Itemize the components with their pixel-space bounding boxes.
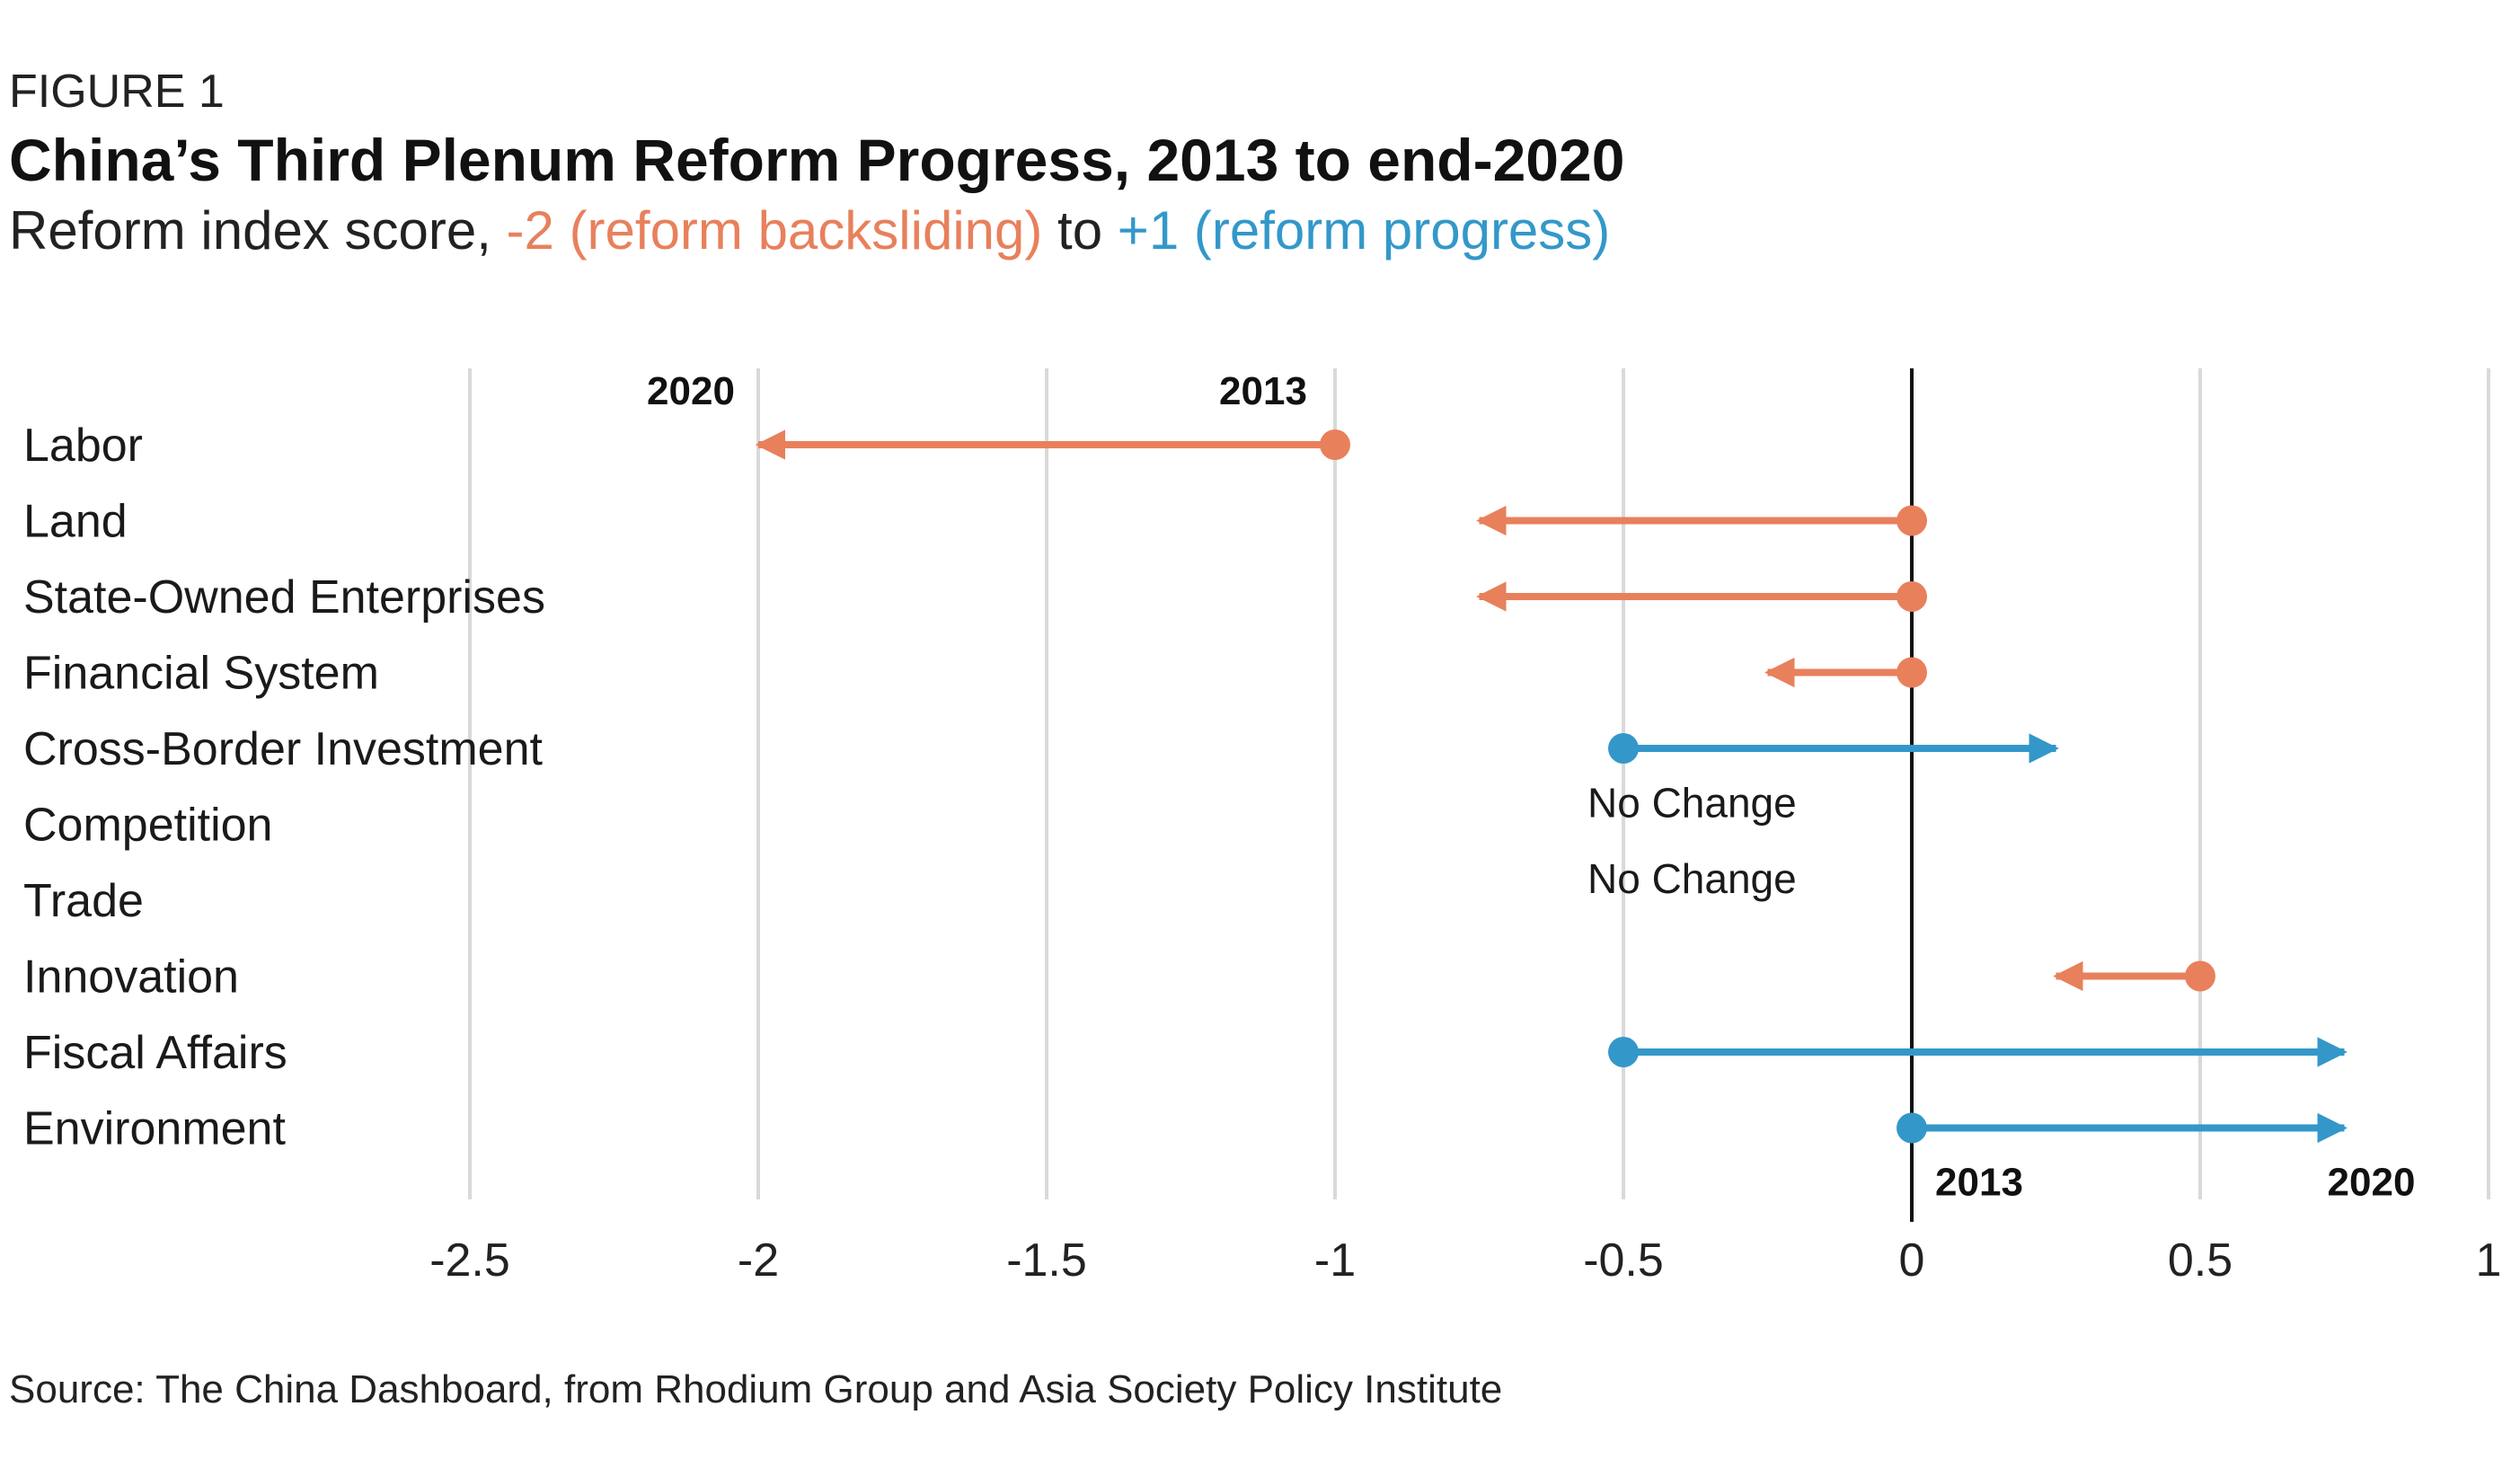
category-label: Innovation — [23, 951, 239, 1004]
x-tick-label: -1 — [1314, 1234, 1356, 1287]
subtitle-progress: +1 (reform progress) — [1117, 200, 1611, 261]
year-annotation: 2020 — [2328, 1161, 2416, 1205]
subtitle-prefix: Reform index score, — [9, 200, 507, 261]
start-2013-dot — [1320, 429, 1350, 460]
no-change-note: No Change — [1587, 780, 1797, 827]
chart-title: China’s Third Plenum Reform Progress, 20… — [9, 127, 1625, 193]
reform-progress-chart: Labor Land State-Owned Enterprises Financia… — [23, 368, 2501, 1287]
x-tick-label: -0.5 — [1583, 1234, 1664, 1287]
x-tick-label: -1.5 — [1006, 1234, 1087, 1287]
annotations: No Change No Change 2020 2013 2013 2020 — [647, 369, 2415, 1205]
grid-lines — [468, 368, 2490, 1222]
category-label: Land — [23, 496, 128, 548]
data-marks — [755, 429, 2348, 1144]
x-tick-label: 1 — [2476, 1234, 2502, 1287]
category-label: Cross-Border Investment — [23, 723, 544, 775]
category-label: Competition — [23, 800, 272, 852]
no-change-note: No Change — [1587, 855, 1797, 902]
category-label: State-Owned Enterprises — [23, 571, 545, 624]
source-note: Source: The China Dashboard, from Rhodiu… — [9, 1367, 1503, 1411]
category-label: Fiscal Affairs — [23, 1027, 287, 1079]
category-label: Labor — [23, 420, 143, 472]
x-tick-label: 0.5 — [2168, 1234, 2233, 1287]
start-2013-dot — [1897, 657, 1927, 688]
x-axis-ticks: -2.5 -2 -1.5 -1 -0.5 0.5 1 0 — [429, 1234, 2501, 1287]
start-2013-dot — [1608, 733, 1639, 764]
start-2013-dot — [1897, 505, 1927, 536]
year-annotation: 2020 — [647, 369, 735, 413]
x-tick-label: 0 — [1899, 1234, 1925, 1287]
figure-label: FIGURE 1 — [9, 66, 225, 118]
start-2013-dot — [1608, 1037, 1639, 1067]
category-label: Financial System — [23, 648, 379, 700]
start-2013-dot — [1897, 1112, 1927, 1144]
subtitle-backsliding: -2 (reform backsliding) — [506, 200, 1043, 261]
start-2013-dot — [1897, 581, 1927, 612]
x-tick-label: -2.5 — [429, 1234, 510, 1287]
category-label: Environment — [23, 1103, 286, 1155]
year-annotation: 2013 — [1219, 369, 1307, 413]
category-label: Trade — [23, 875, 144, 927]
start-2013-dot — [2185, 960, 2215, 992]
subtitle-middle: to — [1042, 200, 1118, 261]
year-annotation: 2013 — [1935, 1161, 2023, 1205]
x-tick-label: -2 — [738, 1234, 779, 1287]
chart-subtitle: Reform index score, -2 (reform backslidi… — [9, 199, 1610, 261]
category-labels: Labor Land State-Owned Enterprises Financia… — [23, 420, 545, 1155]
